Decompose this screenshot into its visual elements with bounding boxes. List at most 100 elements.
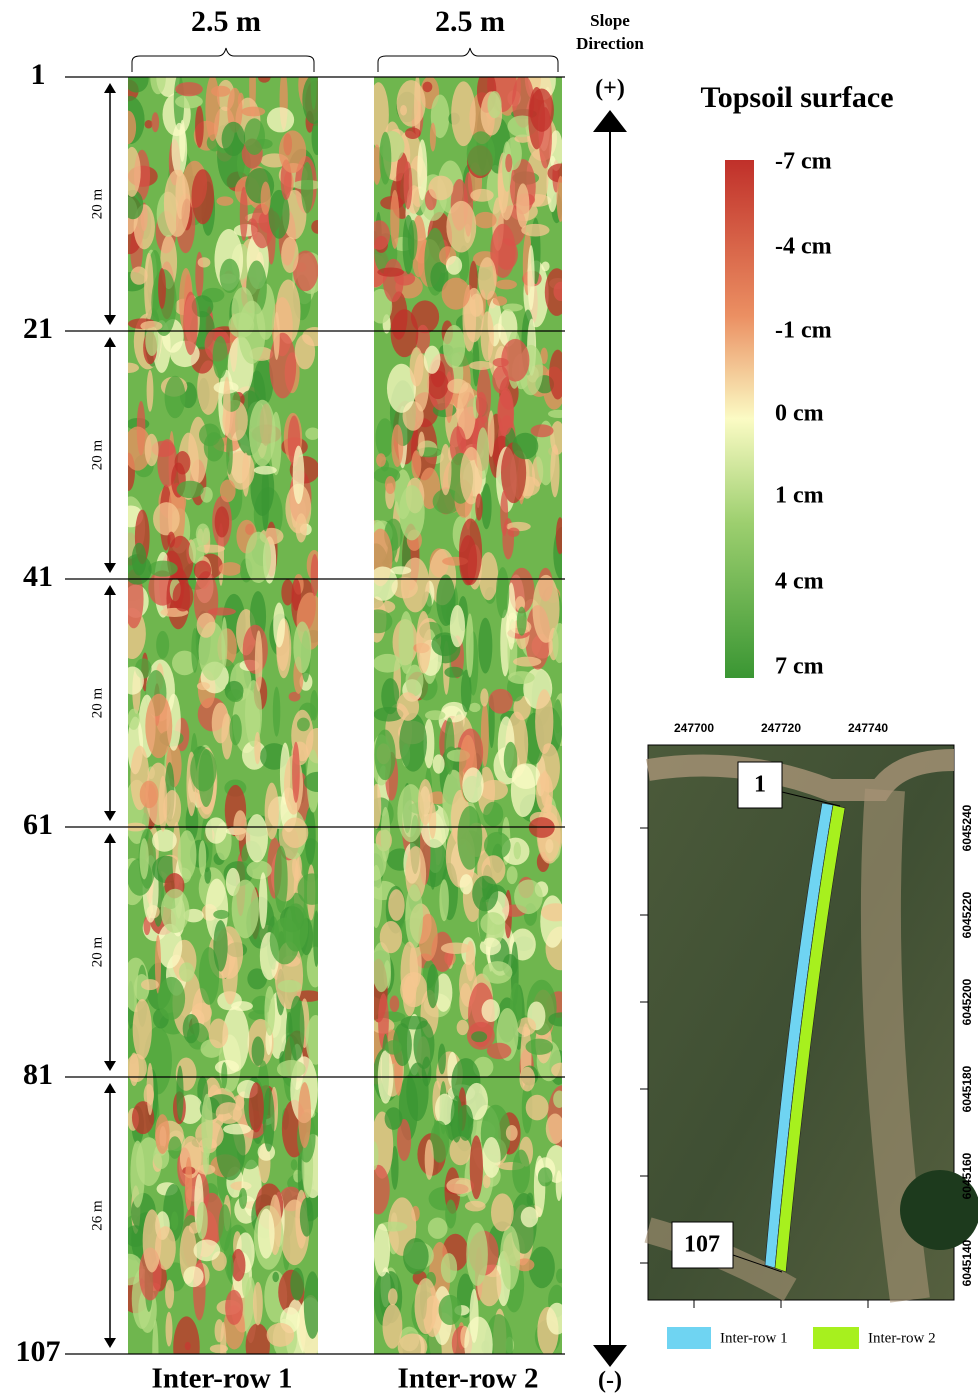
heatmap-patch [198, 840, 207, 876]
heatmap-patch [231, 1001, 253, 1011]
map-y-label: 6045180 [960, 1065, 974, 1112]
heatmap-patch [525, 1038, 553, 1055]
heatmap-patch [470, 188, 494, 202]
heatmap-patch [400, 104, 408, 116]
heatmap-patch [292, 250, 318, 292]
heatmap-patch [475, 493, 483, 521]
heatmap-patch [400, 1015, 428, 1030]
heatmap-patch [544, 268, 562, 316]
heatmap-patch [303, 771, 318, 792]
heatmap-patch [303, 1271, 318, 1339]
row-marker: 1 [31, 58, 46, 91]
heatmap-patch [261, 464, 270, 532]
map-y-label: 6045240 [960, 804, 974, 851]
heatmap-patch [231, 1248, 246, 1282]
heatmap-patch [440, 701, 467, 723]
heatmap-patch [555, 517, 562, 555]
heatmap-patch [128, 362, 139, 373]
heatmap-patch [390, 309, 419, 358]
row-marker: 81 [23, 1058, 53, 1091]
heatmap-patch [276, 1060, 306, 1079]
heatmap-patch [214, 1060, 240, 1075]
heatmap-patch [500, 490, 509, 537]
heatmap-patch [449, 605, 466, 648]
heatmap-patch [227, 1254, 234, 1280]
heatmap-patch [150, 77, 166, 95]
map-track [860, 788, 930, 1303]
heatmap-patch [525, 1094, 549, 1121]
heatmap-patch [403, 1237, 429, 1275]
heatmap-patch [439, 443, 452, 496]
heatmap-patch [465, 940, 476, 982]
heatmap-patch [479, 937, 502, 956]
heatmap-patch [516, 183, 530, 228]
arrow-head [104, 315, 116, 325]
heatmap-patch [144, 119, 153, 129]
heatmap-patch [173, 1316, 200, 1354]
heatmap-patch [272, 686, 281, 737]
heatmap-patch [374, 220, 391, 250]
heatmap-patch [278, 130, 307, 174]
heatmap-patch [245, 680, 263, 747]
heatmap-patch [397, 1333, 428, 1354]
heatmap-patch [478, 552, 499, 601]
heatmap-patch [405, 127, 421, 139]
heatmap-patch [374, 653, 403, 673]
heatmap-patch [440, 1253, 458, 1283]
heatmap-patch [374, 609, 393, 634]
heatmap-patch [310, 553, 318, 597]
heatmap-patch [417, 139, 428, 201]
heatmap-patch [305, 427, 318, 440]
heatmap-patch [176, 1065, 184, 1122]
heatmap-patch [145, 693, 173, 759]
heatmap-patch [299, 1197, 314, 1237]
heatmap-patch [428, 175, 454, 201]
colorbar-label: 4 cm [775, 569, 824, 595]
heatmap-patch [204, 867, 212, 884]
heatmap-patch [421, 1056, 432, 1087]
colorbar-label: 0 cm [775, 401, 824, 427]
heatmap-patch [400, 557, 430, 613]
heatmap-patch [379, 131, 392, 185]
heatmap-patch [536, 772, 553, 813]
heatmap-patch [208, 1018, 229, 1049]
heatmap-patch [262, 1087, 275, 1152]
column-label: Inter-row 1 [152, 1363, 293, 1395]
heatmap-patch [152, 829, 177, 852]
heatmap-patch [128, 110, 137, 145]
heatmap-strip [128, 77, 318, 1354]
heatmap-patch [266, 1322, 295, 1347]
heatmap-patch [277, 979, 302, 993]
heatmap-patch [374, 942, 391, 993]
heatmap-patch [231, 879, 259, 939]
heatmap-patch [434, 1093, 455, 1126]
heatmap-patch [272, 1271, 280, 1283]
heatmap-patch [131, 542, 147, 576]
heatmap-patch [526, 1192, 534, 1206]
callout-box [737, 761, 783, 809]
heatmap-patch [416, 611, 432, 674]
heatmap-patch [218, 1204, 232, 1252]
heatmap-patch [430, 262, 449, 292]
heatmap-patch [264, 986, 276, 1036]
heatmap-patch [168, 1136, 182, 1159]
heatmap-patch [290, 1267, 305, 1301]
colorbar-label: -4 cm [775, 234, 832, 260]
direction-label: (+) [595, 76, 625, 102]
legend-swatch [813, 1327, 859, 1349]
heatmap-patch [374, 1141, 379, 1171]
heatmap-patch [148, 560, 178, 577]
heatmap-patch [200, 486, 213, 503]
heatmap-patch [483, 801, 504, 827]
heatmap-patch [211, 85, 231, 97]
callout-label: 1 [754, 772, 766, 798]
heatmap-patch [374, 1223, 391, 1277]
heatmap-patch [425, 710, 446, 721]
heatmap-patch [227, 87, 243, 133]
heatmap-patch [556, 175, 562, 223]
heatmap-patch [218, 562, 242, 576]
heatmap-patch [423, 718, 435, 769]
heatmap-patch [547, 163, 562, 183]
heatmap-patch [273, 602, 286, 648]
heatmap-patch [447, 378, 469, 394]
